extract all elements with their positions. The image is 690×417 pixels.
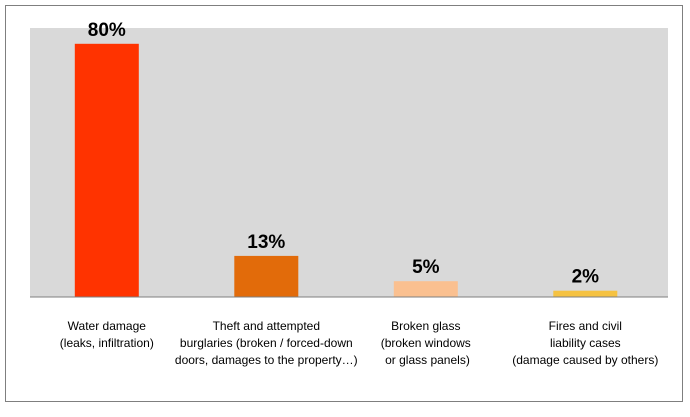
value-label-4: 2% <box>572 267 600 288</box>
category-label-line: burglaries (broken / forced-down <box>180 336 353 350</box>
value-label-1: 80% <box>88 20 126 41</box>
value-label-3: 5% <box>412 257 440 278</box>
category-label-line: (broken windows <box>381 336 471 350</box>
category-label-line: Water damage <box>68 319 147 333</box>
value-label-2: 13% <box>247 232 285 253</box>
bars-layer <box>74 43 618 297</box>
bar-3 <box>393 281 458 297</box>
category-label-line: (leaks, infiltration) <box>60 336 154 350</box>
bar-2 <box>234 255 299 297</box>
category-label-line: Fires and civil <box>549 319 622 333</box>
category-label-line: Theft and attempted <box>213 319 320 333</box>
category-label-line: (damage caused by others) <box>512 353 658 367</box>
labels-layer: 80% Water damage (leaks, infiltration) 13% T… <box>60 20 659 367</box>
bar-4 <box>553 290 618 297</box>
category-label-4: Fires and civil liability cases (damage ca… <box>512 319 658 367</box>
category-label-line: Broken glass <box>391 319 460 333</box>
category-label-line: liability cases <box>550 336 621 350</box>
category-label-line: or glass panels) <box>382 353 470 367</box>
category-label-3: Broken glass (broken windows or glass pan… <box>381 319 471 367</box>
category-label-1: Water damage (leaks, infiltration) <box>60 319 154 350</box>
category-label-2: Theft and attempted burglaries (broken / … <box>175 319 358 367</box>
bar-1 <box>74 43 139 297</box>
category-label-line: doors, damages to the property…) <box>175 353 358 367</box>
